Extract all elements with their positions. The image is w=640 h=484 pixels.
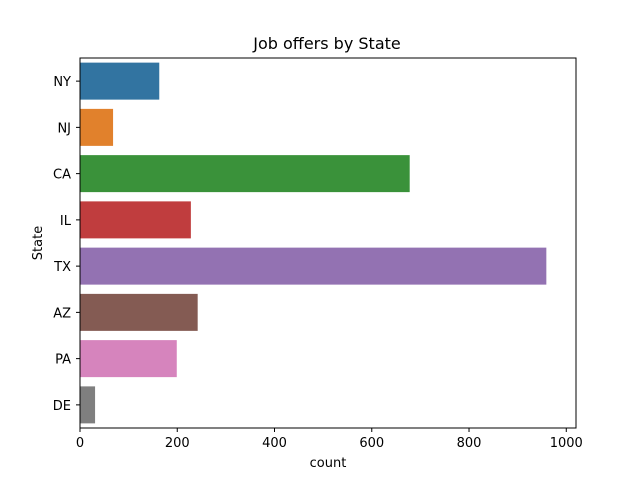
- bars-group: [80, 62, 547, 424]
- bar-pa: [80, 340, 177, 378]
- y-tick-label-nj: NJ: [57, 121, 71, 136]
- x-tick-label-800: 800: [457, 436, 482, 451]
- x-tick-label-400: 400: [262, 436, 287, 451]
- x-tick-label-600: 600: [359, 436, 384, 451]
- chart-title: Job offers by State: [252, 34, 400, 53]
- x-tick-label-0: 0: [76, 436, 84, 451]
- x-tick-label-1000: 1000: [550, 436, 583, 451]
- bar-il: [80, 201, 191, 239]
- x-tick-label-200: 200: [165, 436, 190, 451]
- bar-de: [80, 386, 96, 424]
- y-tick-label-az: AZ: [53, 306, 71, 321]
- y-tick-label-pa: PA: [55, 353, 71, 368]
- y-tick-label-ny: NY: [53, 75, 71, 90]
- x-axis-ticks: 0 200 400 600 800 1000: [76, 428, 583, 451]
- bar-ca: [80, 155, 410, 193]
- x-axis-label: count: [310, 456, 347, 471]
- bar-ny: [80, 62, 160, 100]
- bar-tx: [80, 247, 547, 285]
- y-tick-label-ca: CA: [53, 168, 71, 183]
- y-axis-ticks: NY NJ CA IL TX AZ PA DE: [53, 75, 80, 414]
- y-tick-label-il: IL: [60, 214, 72, 229]
- y-axis-label: State: [31, 226, 46, 260]
- y-tick-label-tx: TX: [53, 260, 71, 275]
- plot-area-frame: [79, 57, 577, 429]
- y-tick-label-de: DE: [53, 399, 71, 414]
- bar-az: [80, 293, 198, 331]
- bar-nj: [80, 108, 114, 146]
